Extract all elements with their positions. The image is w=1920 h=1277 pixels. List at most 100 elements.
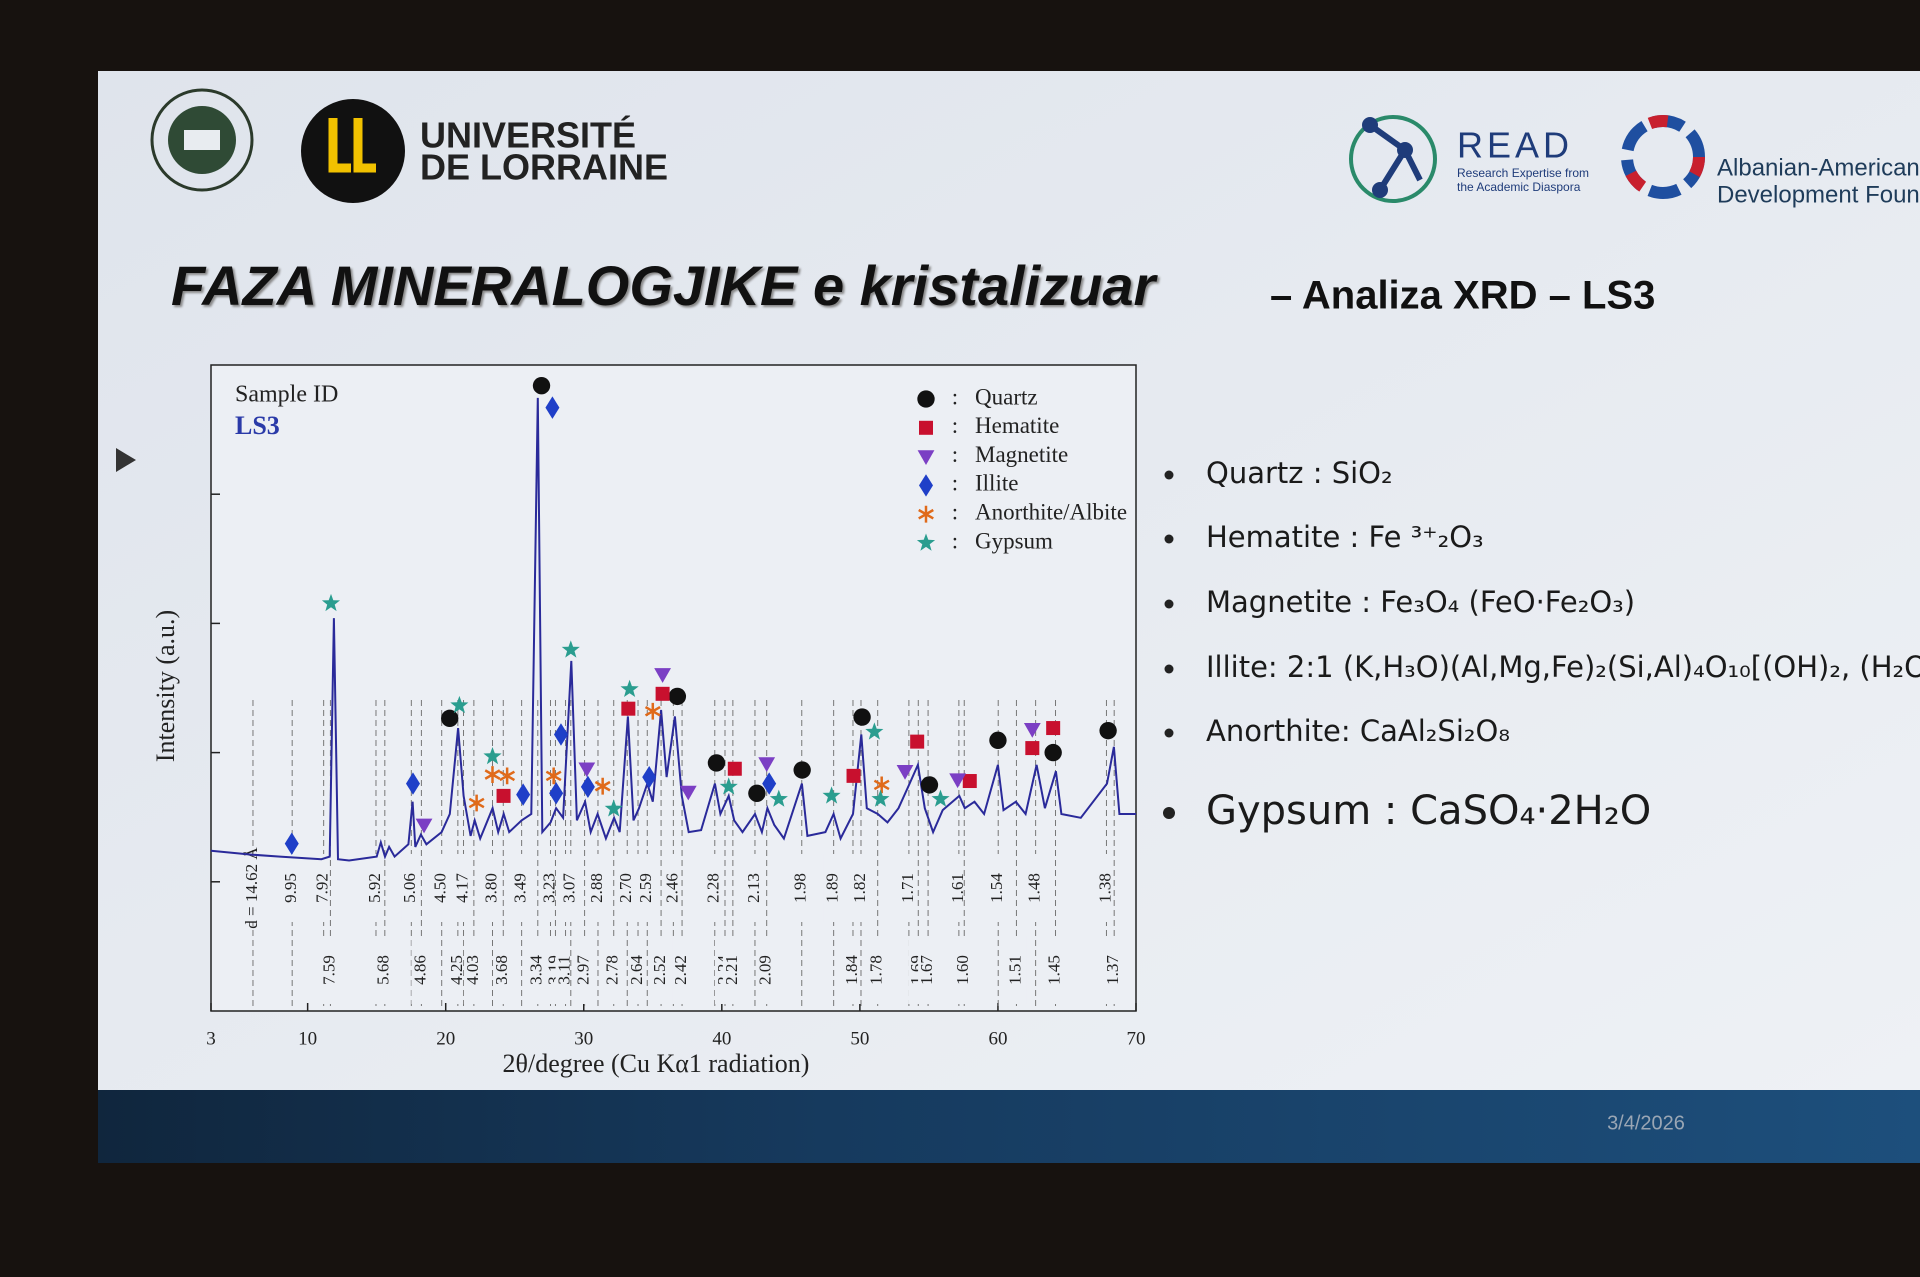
peak-marker (321, 593, 340, 612)
label-bg (722, 936, 743, 1004)
d-spacing-label: 1.48 (1025, 873, 1044, 903)
peak-marker (919, 420, 933, 435)
d-spacing-label: 3.11 (554, 955, 573, 984)
label-bg (651, 936, 672, 1004)
d-spacing-label: 4.17 (452, 873, 471, 903)
xrd-pattern (210, 397, 1136, 862)
logo-text: READ (1457, 125, 1573, 166)
bullet-text: Gypsum : CaSO₄·2H₂O (1206, 788, 1651, 834)
d-spacing-label: 1.45 (1044, 955, 1063, 985)
peak-marker (1099, 721, 1117, 740)
bullet-dot (1163, 807, 1175, 819)
bullet-dot (1164, 599, 1174, 609)
label-bg (663, 854, 684, 922)
legend-separator: : (952, 471, 958, 496)
label-bg (282, 854, 303, 922)
label-bg (493, 936, 514, 1004)
peak-marker (962, 774, 977, 789)
peak-marker (910, 734, 925, 749)
legend-label: Gypsum (975, 528, 1053, 553)
peak-marker (931, 789, 950, 807)
peak-marker (896, 765, 914, 780)
peak-marker (468, 794, 485, 812)
x-tick-label: 10 (298, 1028, 317, 1049)
label-bg (1006, 936, 1027, 1004)
d-spacing-label: 1.51 (1005, 955, 1024, 985)
label-bg (374, 936, 395, 1004)
date: 3/4/2026 (1607, 1112, 1685, 1134)
d-spacing-label: 3.23 (539, 873, 558, 903)
peak-marker (1046, 721, 1061, 736)
peak-marker (727, 761, 742, 776)
x-tick-label: 3 (206, 1028, 216, 1049)
label-bg (988, 854, 1009, 922)
d-spacing-label: 5.06 (400, 873, 419, 903)
label-bg (511, 854, 532, 922)
peak-marker (441, 709, 459, 728)
logo-text: Albanian-American (1717, 154, 1920, 181)
legend-separator: : (952, 499, 958, 524)
d-spacing-label: 4.86 (410, 955, 429, 985)
d-spacing-label: 1.98 (791, 873, 810, 903)
peak-marker (846, 768, 861, 783)
peak-marker (1044, 743, 1062, 762)
slide-title: FAZA MINERALOGJIKE e kristalizuar (171, 254, 1159, 317)
label-bg (447, 936, 468, 1004)
sample-label: Sample ID (235, 382, 338, 408)
d-spacing-label: 4.03 (463, 955, 482, 985)
d-spacing-label: 2.13 (744, 873, 763, 903)
d-spacing-label: 2.59 (636, 873, 655, 903)
label-bg (791, 854, 812, 922)
peak-marker (516, 783, 531, 806)
label-bg (463, 936, 484, 1004)
peak-marker (871, 789, 890, 807)
peak-marker (499, 767, 516, 785)
peak-marker (989, 731, 1007, 750)
label-bg (672, 936, 693, 1004)
d-spacing-label: 2.70 (616, 873, 635, 903)
label-bg (242, 854, 263, 922)
legend-label: Illite (975, 471, 1018, 496)
peak-marker (532, 376, 551, 395)
d-spacing-label: 4.50 (431, 873, 450, 903)
peak-marker (578, 762, 596, 778)
legend-label: Anorthite/Albite (975, 499, 1127, 524)
y-axis-label: Intensity (a.u.) (151, 610, 180, 762)
d-spacing-label: 1.37 (1103, 955, 1122, 985)
peak-marker (405, 772, 420, 795)
x-axis-label: 2θ/degree (Cu Kα1 radiation) (503, 1049, 810, 1078)
label-bg (842, 936, 863, 1004)
label-bg (313, 854, 334, 922)
label-bg (527, 936, 548, 1004)
peak-marker (873, 776, 890, 794)
d-spacing-label: 1.67 (917, 955, 936, 985)
bullet-dot (1164, 728, 1174, 738)
label-bg (867, 936, 888, 1004)
legend-label: Hematite (975, 413, 1059, 438)
label-bg (823, 854, 844, 922)
d-spacing-label: 2.97 (573, 955, 592, 985)
peak-marker (580, 775, 595, 799)
peak-marker (920, 776, 939, 794)
d-spacing-label: 2.09 (756, 955, 775, 985)
label-bg (637, 854, 658, 922)
bullet-text: Hematite : Fe ³⁺₂O₃ (1206, 520, 1484, 554)
peak-marker (284, 832, 299, 855)
d-spacing-label: 1.38 (1095, 873, 1114, 903)
peak-marker (604, 799, 623, 817)
d-spacing-label: 1.78 (867, 955, 886, 985)
logo-text: Research Expertise from (1457, 166, 1589, 180)
chart: Sample ID LS3 Intensity (a.u.) 2θ/degree… (151, 364, 1146, 1078)
peak-marker (917, 390, 935, 408)
peak-marker (621, 701, 636, 716)
peak-marker (949, 773, 967, 789)
d-spacing-label: 1.84 (842, 955, 861, 985)
label-bg (1096, 854, 1117, 922)
legend-separator: : (952, 384, 958, 409)
legend-label: Magnetite (975, 442, 1068, 467)
label-bg (453, 854, 474, 922)
label-bg (431, 854, 452, 922)
play-icon (116, 448, 136, 472)
label-bg (587, 854, 608, 922)
